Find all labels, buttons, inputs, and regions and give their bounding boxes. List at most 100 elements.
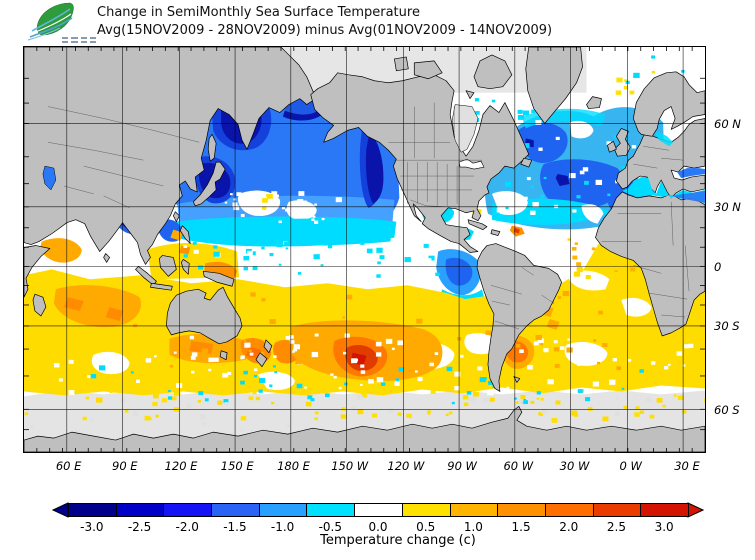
sst-anomaly-field	[24, 51, 705, 396]
colorbar-segment--2.0	[163, 503, 213, 517]
land-southampton-island	[465, 90, 475, 99]
colorbar-segment-1.0	[449, 503, 499, 517]
baltic-sea	[655, 131, 674, 147]
lon-label-180e: 180 E	[277, 459, 310, 473]
land-australia	[166, 286, 243, 345]
wave-line-2	[30, 13, 72, 35]
lon-label-120w: 120 W	[387, 459, 425, 473]
land-madagascar	[32, 293, 47, 317]
lon-label-60e: 60 E	[55, 459, 82, 473]
colorbar-tick--0.5: -0.5	[318, 520, 342, 534]
colorbar-tick-1.5: 1.5	[511, 520, 531, 534]
land-borneo	[159, 255, 177, 277]
lon-label-90e: 90 E	[112, 459, 138, 473]
lon-label-30e: 30 E	[674, 459, 700, 473]
world-sst-map	[23, 46, 706, 453]
lat-label-30n: 30 N	[714, 200, 741, 214]
lon-label-150w: 150 W	[331, 459, 369, 473]
leaf-logo-graphic	[27, 2, 74, 41]
land-srilanka	[103, 253, 110, 263]
land-victoria-island	[413, 60, 443, 80]
land-iceland	[586, 96, 602, 109]
land-new-zealand-south	[255, 352, 268, 367]
colorbar-segment--3.0	[68, 503, 117, 517]
colorbar-segment-2.0	[544, 503, 594, 517]
caspian-sea	[42, 165, 57, 191]
land-hispaniola	[490, 229, 501, 236]
land-south-america	[476, 243, 562, 392]
colorbar-tick--3.0: -3.0	[80, 520, 104, 534]
lat-label-60n: 60 N	[714, 117, 741, 131]
great-lakes	[458, 158, 485, 170]
lat-label-30s: 30 S	[714, 319, 740, 333]
land-ireland	[607, 140, 617, 153]
land-taiwan	[172, 211, 180, 223]
land-baffin-island	[473, 54, 513, 90]
land-north-america	[310, 72, 530, 253]
colorbar-segment--2.5	[115, 503, 165, 517]
colorbar-tick--1.5: -1.5	[223, 520, 247, 534]
land-tasmania	[219, 350, 228, 361]
land-sulawesi	[180, 259, 190, 275]
land-cuba	[467, 219, 488, 230]
colorbar-tick-3.0: 3.0	[654, 520, 674, 534]
axis-tick-marks	[24, 47, 705, 452]
page-title: Change in SemiMonthly Sea Surface Temper…	[97, 5, 420, 20]
land-japan	[192, 161, 226, 207]
land-java	[150, 282, 173, 291]
colorbar-segment-0.0	[354, 503, 403, 517]
colorbar-left-arrow-icon	[52, 502, 69, 518]
land-newfoundland	[520, 157, 533, 168]
lon-label-150e: 150 E	[220, 459, 254, 473]
mediterranean-east-blue	[671, 190, 705, 203]
colorbar-tick-0.0: 0.0	[368, 520, 388, 534]
land-banks-island	[394, 56, 409, 72]
logo-caption-row1	[62, 37, 96, 40]
lon-label-60w: 60 W	[503, 459, 534, 473]
land-greenland	[525, 47, 583, 124]
colorbar-segment--0.5	[306, 503, 356, 517]
sst-anomaly-map-graphic	[24, 47, 705, 452]
colorbar-segment-2.5	[592, 503, 642, 517]
hudson-bay	[451, 104, 479, 153]
lat-label-0: 0	[714, 260, 722, 274]
colorbar-tick--2.0: -2.0	[175, 520, 199, 534]
land-scandinavia	[632, 71, 705, 137]
colorbar-segment-3.0	[640, 503, 689, 517]
colorbar-tick--2.5: -2.5	[127, 520, 152, 534]
lat-lon-grid	[24, 47, 705, 452]
colorbar-tick--1.0: -1.0	[270, 520, 295, 534]
lon-label-0w: 0 W	[619, 459, 642, 473]
country-borders	[47, 102, 690, 330]
black-sea	[677, 168, 705, 179]
land-antarctica	[24, 405, 705, 452]
colorbar-tick-0.5: 0.5	[416, 520, 436, 534]
lat-label-60s: 60 S	[714, 403, 740, 417]
land-east-africa-sliver	[24, 245, 51, 298]
colorbar-segment--1.0	[258, 503, 308, 517]
colorbar-tick-2.5: 2.5	[606, 520, 626, 534]
colorbar-segment-0.5	[401, 503, 451, 517]
lon-label-30w: 30 W	[559, 459, 590, 473]
colorbar-segment-1.5	[497, 503, 546, 517]
logo-caption-row2	[62, 41, 96, 44]
wave-line-4	[27, 27, 61, 41]
land-new-zealand-north	[263, 339, 273, 354]
wave-line-1	[31, 8, 71, 32]
colorbar-tick-1.0: 1.0	[463, 520, 483, 534]
page-subtitle: Avg(15NOV2009 - 28NOV2009) minus Avg(01N…	[97, 23, 553, 38]
colorbar-tick-2.0: 2.0	[559, 520, 579, 534]
continents	[24, 47, 705, 452]
inland-waters	[42, 104, 705, 204]
land-sakhalin	[207, 134, 217, 162]
colorbar-segment--1.5	[211, 503, 260, 517]
land-britain	[614, 128, 631, 157]
land-philippines	[179, 225, 191, 244]
agency-leaf-logo	[26, 1, 96, 44]
wave-line-3	[29, 17, 73, 38]
lon-label-90w: 90 W	[447, 459, 477, 473]
colorbar-right-arrow-icon	[687, 502, 704, 518]
lon-label-120e: 120 E	[164, 459, 198, 473]
land-falklands	[513, 376, 521, 383]
